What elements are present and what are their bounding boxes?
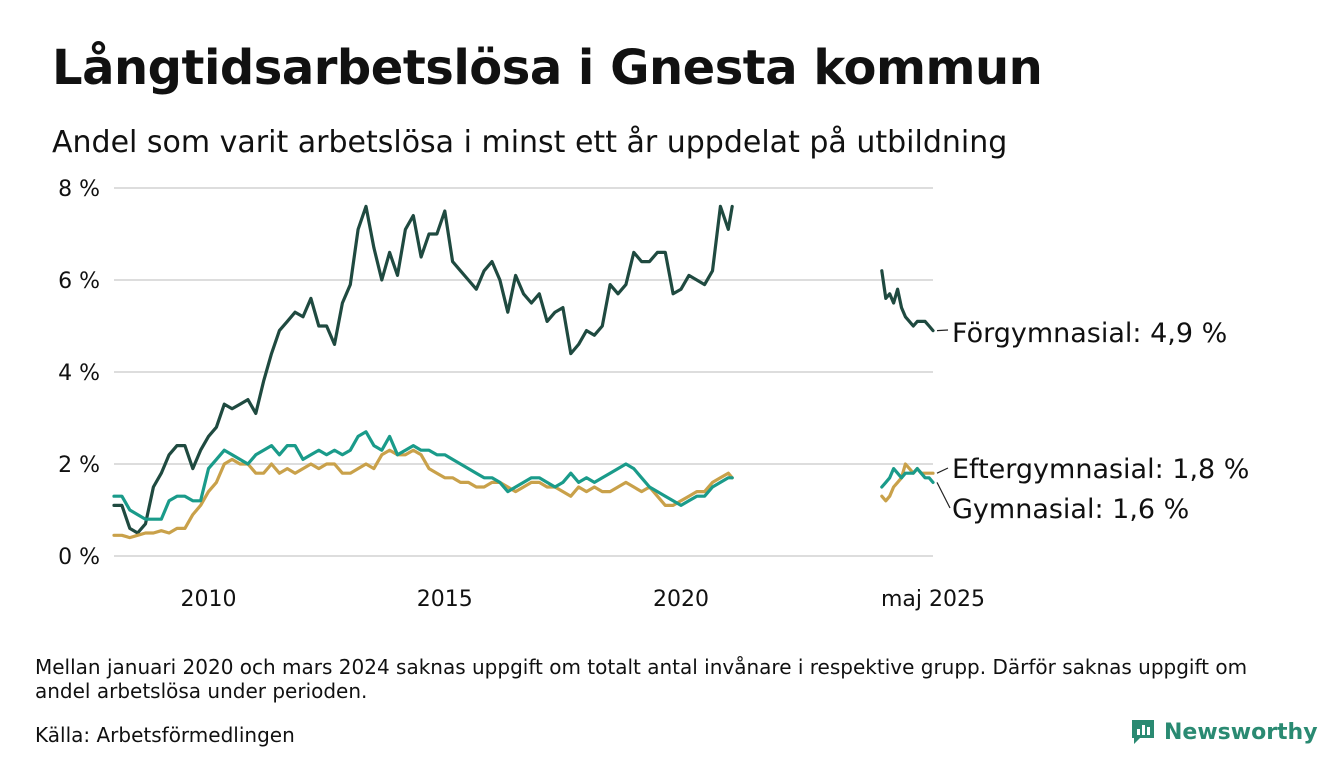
brand-logo[interactable]: Newsworthy: [1130, 718, 1318, 746]
series-line-förgymnasial: [112, 204, 734, 535]
footnote: Mellan januari 2020 och mars 2024 saknas…: [35, 655, 1248, 703]
brand-name: Newsworthy: [1164, 719, 1318, 745]
x-tick-label: maj 2025: [881, 587, 985, 612]
y-tick-label: 0 %: [58, 545, 100, 570]
newsworthy-logo-icon: [1132, 720, 1154, 744]
y-tick-label: 2 %: [58, 453, 100, 478]
series-label-eftergymnasial: Eftergymnasial: 1,8 %: [952, 454, 1249, 485]
series-label-gymnasial: Gymnasial: 1,6 %: [952, 494, 1189, 525]
y-tick-label: 6 %: [58, 269, 100, 294]
x-tick-label: 2020: [653, 587, 709, 612]
y-tick-label: 8 %: [58, 177, 100, 202]
series-label-förgymnasial: Förgymnasial: 4,9 %: [952, 318, 1227, 349]
source-credit: Källa: Arbetsförmedlingen: [35, 723, 295, 747]
series-label-connector: [936, 482, 951, 509]
series-label-connector: [936, 467, 949, 474]
x-tick-label: 2010: [181, 587, 237, 612]
line-chart: 0 % 2 % 4 % 6 % 8 % 2010 2015 2020 maj 2025 Förgy…: [58, 177, 1249, 612]
chart-title: Långtidsarbetslösa i Gnesta kommun: [52, 40, 1043, 96]
series-label-connector: [936, 329, 949, 332]
series-line-gymnasial: [112, 430, 734, 521]
series-line-eftergymnasial: [112, 448, 734, 540]
y-tick-label: 4 %: [58, 361, 100, 386]
series-line-gymnasial: [880, 467, 935, 489]
chart-subtitle: Andel som varit arbetslösa i minst ett å…: [52, 125, 1008, 160]
series-line-förgymnasial: [880, 269, 935, 333]
series-line-eftergymnasial: [880, 462, 935, 503]
x-tick-label: 2015: [417, 587, 473, 612]
